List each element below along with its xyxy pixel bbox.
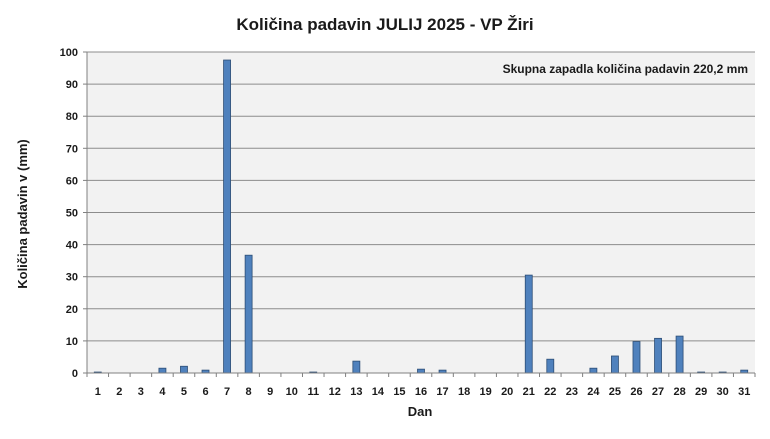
y-tick-label: 10	[66, 336, 78, 348]
bar-day-22	[546, 358, 555, 374]
x-tick-label: 11	[307, 386, 319, 398]
x-tick-label: 24	[587, 386, 600, 398]
total-annotation: Skupna zapadla količina padavin 220,2 mm	[503, 62, 748, 76]
x-tick-label: 25	[609, 386, 621, 398]
x-axis-ticks: 1 2 3 4 5 6 7 8 9 10 11 12 13 14 15 16 17 18 19 20 21 22 23 24 2…	[86, 373, 756, 398]
x-tick-label: 10	[286, 386, 298, 398]
x-tick-label: 17	[436, 386, 448, 398]
x-tick-label: 4	[159, 386, 166, 398]
bar-day-25	[611, 355, 619, 374]
y-axis-label: Količina padavin v (mm)	[15, 139, 30, 289]
x-tick-label: 12	[329, 386, 341, 398]
y-tick-label: 70	[66, 143, 78, 155]
x-tick-label: 27	[652, 386, 664, 398]
y-tick-label: 60	[66, 175, 78, 187]
y-tick-label: 30	[66, 272, 78, 284]
x-tick-label: 9	[267, 386, 273, 398]
x-tick-label: 18	[458, 386, 470, 398]
chart-title: Količina padavin JULIJ 2025 - VP Žiri	[236, 15, 533, 34]
x-tick-label: 2	[116, 386, 122, 398]
y-tick-label: 0	[72, 368, 78, 380]
y-tick-label: 20	[66, 304, 78, 316]
x-tick-label: 26	[630, 386, 642, 398]
y-tick-label: 50	[66, 208, 78, 220]
x-tick-label: 3	[138, 386, 144, 398]
bar-day-16	[417, 368, 425, 374]
y-tick-label: 100	[60, 47, 78, 59]
x-tick-label: 23	[566, 386, 578, 398]
x-tick-label: 21	[523, 386, 535, 398]
x-tick-label: 30	[717, 386, 729, 398]
bar-day-7	[223, 59, 231, 374]
x-tick-label: 28	[673, 386, 685, 398]
y-tick-label: 40	[66, 240, 78, 252]
bar-day-24	[589, 367, 598, 374]
x-tick-label: 7	[224, 386, 230, 398]
x-tick-label: 6	[202, 386, 208, 398]
bar-day-8	[244, 254, 253, 374]
x-tick-label: 8	[246, 386, 252, 398]
x-tick-label: 15	[393, 386, 405, 398]
gridlines	[87, 51, 755, 342]
x-tick-label: 1	[95, 386, 101, 398]
bar-day-4	[158, 367, 167, 374]
x-tick-label: 5	[181, 386, 187, 398]
x-tick-label: 13	[350, 386, 362, 398]
bar-day-26	[632, 341, 641, 374]
x-tick-label: 14	[372, 386, 385, 398]
bar-day-21	[524, 274, 533, 374]
x-tick-label: 31	[738, 386, 750, 398]
x-tick-label: 22	[544, 386, 556, 398]
x-tick-label: 19	[480, 386, 492, 398]
bar-day-27	[654, 337, 662, 374]
y-tick-label: 90	[66, 79, 78, 91]
x-tick-label: 29	[695, 386, 707, 398]
x-axis-label: Dan	[408, 404, 433, 419]
bar-day-28	[675, 335, 684, 374]
bar-day-5	[180, 365, 188, 374]
y-tick-label: 80	[66, 111, 78, 123]
x-tick-label: 20	[501, 386, 513, 398]
x-tick-label: 16	[415, 386, 427, 398]
bar-day-13	[352, 360, 361, 374]
y-axis-ticks: 0 10 20 30 40 50 60 70 80 90 100	[60, 47, 87, 380]
